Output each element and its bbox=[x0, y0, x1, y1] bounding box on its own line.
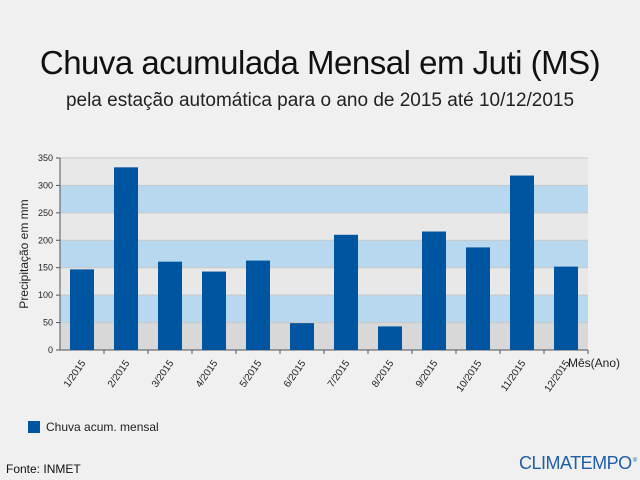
x-tick-label: 6/2015 bbox=[282, 358, 309, 390]
grid-band bbox=[60, 158, 588, 186]
bar bbox=[422, 231, 446, 350]
bar bbox=[510, 175, 534, 350]
grid-band bbox=[60, 322, 588, 350]
x-tick-label: 11/2015 bbox=[499, 358, 529, 394]
y-tick-label: 250 bbox=[38, 208, 53, 218]
y-tick-label: 50 bbox=[43, 318, 53, 328]
x-tick-label: 5/2015 bbox=[238, 358, 265, 390]
grid-band bbox=[60, 240, 588, 268]
legend-swatch bbox=[28, 421, 40, 433]
bar bbox=[70, 269, 94, 350]
x-tick-label: 9/2015 bbox=[414, 358, 441, 390]
bar bbox=[290, 323, 314, 350]
x-axis-label: Mês(Ano) bbox=[568, 356, 620, 370]
legend-label: Chuva acum. mensal bbox=[46, 420, 159, 434]
y-tick-label: 100 bbox=[38, 290, 53, 300]
bar bbox=[114, 167, 138, 350]
y-tick-label: 300 bbox=[38, 180, 53, 190]
bar bbox=[246, 260, 270, 350]
chart-subtitle: pela estação automática para o ano de 20… bbox=[65, 90, 575, 111]
x-tick-label: 2/2015 bbox=[106, 358, 133, 390]
grid-band bbox=[60, 212, 588, 241]
x-tick-label: 7/2015 bbox=[326, 358, 353, 390]
x-tick-label: 1/2015 bbox=[62, 358, 89, 390]
grid-band bbox=[60, 295, 588, 323]
x-tick-label: 8/2015 bbox=[370, 358, 397, 390]
legend: Chuva acum. mensal bbox=[28, 420, 159, 434]
y-tick-label: 200 bbox=[38, 235, 53, 245]
y-axis-label: Precipitação em mm bbox=[17, 199, 31, 308]
x-tick-label: 3/2015 bbox=[150, 358, 177, 390]
bar bbox=[378, 326, 402, 350]
y-tick-label: 150 bbox=[38, 263, 53, 273]
bar bbox=[466, 247, 490, 350]
chart-title: Chuva acumulada Mensal em Juti (MS) bbox=[39, 44, 601, 81]
bar bbox=[554, 266, 578, 350]
source-note: Fonte: INMET bbox=[6, 462, 81, 476]
grid-band bbox=[60, 185, 588, 213]
grid-band bbox=[60, 267, 588, 296]
y-tick-label: 0 bbox=[48, 345, 53, 355]
x-tick-label: 4/2015 bbox=[194, 358, 221, 390]
brand-text: CLIMATEMPO bbox=[519, 453, 632, 473]
bar bbox=[334, 234, 358, 350]
y-tick-label: 350 bbox=[38, 153, 53, 163]
x-tick-label: 10/2015 bbox=[455, 358, 485, 394]
bar bbox=[202, 271, 226, 350]
climatempo-logo: CLIMATEMPO® bbox=[519, 453, 637, 474]
brand-registered-mark: ® bbox=[632, 458, 637, 464]
bar bbox=[158, 261, 182, 350]
